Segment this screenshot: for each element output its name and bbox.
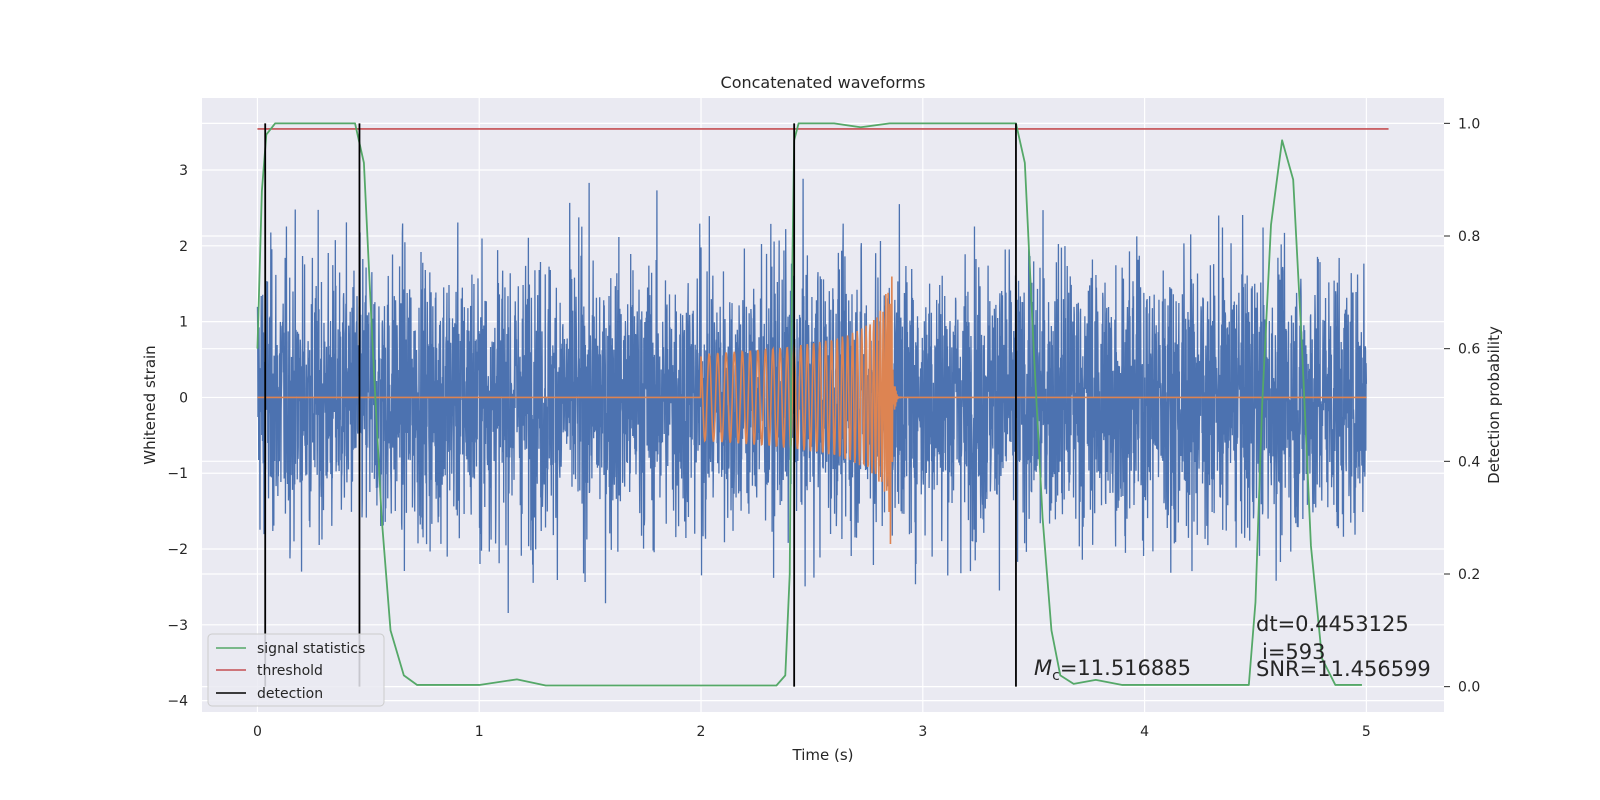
- legend-label-signal-statistics: signal statistics: [257, 641, 365, 657]
- y-tick-label: −4: [167, 694, 188, 710]
- legend: signal statistics threshold detection: [207, 633, 385, 707]
- y-right-tick-label: 1.0: [1458, 116, 1480, 132]
- y-tick-label: 3: [179, 163, 188, 179]
- y-right-tick-label: 0.6: [1458, 342, 1480, 358]
- y-tick-label: 2: [179, 239, 188, 255]
- annotation-index: i=593: [1262, 640, 1326, 664]
- annotation-chirp-mass: Mc=11.516885: [1034, 656, 1191, 684]
- x-tick-label: 1: [475, 724, 484, 740]
- y-tick-label: −3: [167, 618, 188, 634]
- y-right-tick-label: 0.2: [1458, 567, 1480, 583]
- x-axis-label: Time (s): [792, 746, 854, 764]
- y-right-tick-label: 0.8: [1458, 229, 1480, 245]
- strain-series-line: [256, 178, 1368, 613]
- x-tick-label: 2: [697, 724, 706, 740]
- x-tick-label: 5: [1362, 724, 1371, 740]
- legend-box: [207, 633, 385, 707]
- legend-label-detection: detection: [257, 686, 323, 702]
- y-tick-label: 1: [179, 315, 188, 331]
- y-tick-label: −1: [167, 466, 188, 482]
- y-right-axis-label: Detection probability: [1485, 326, 1503, 484]
- x-tick-label: 3: [918, 724, 927, 740]
- signal-statistics-series-line: [256, 122, 1362, 687]
- y-tick-label: −2: [167, 542, 188, 558]
- x-tick-label: 0: [253, 724, 262, 740]
- y-right-tick-label: 0.0: [1458, 680, 1480, 696]
- legend-label-threshold: threshold: [257, 663, 323, 679]
- y-tick-label: 0: [179, 390, 188, 406]
- data-layer: [256, 122, 1389, 687]
- annotation-snr: SNR=11.456599: [1256, 657, 1431, 681]
- chart-title: Concatenated waveforms: [721, 73, 926, 92]
- x-tick-label: 4: [1140, 724, 1149, 740]
- injection-series-line: [257, 276, 1367, 544]
- ticks: 0 1 2 3 4 5 −4 −3 −2 −1 0 1 2 3 0.0 0.2 0.4 0.6 0.8 1.0: [167, 116, 1480, 740]
- annotation-dt: dt=0.4453125: [1256, 612, 1409, 636]
- y-axis-label: Whitened strain: [141, 345, 159, 464]
- y-right-tick-label: 0.4: [1458, 454, 1480, 470]
